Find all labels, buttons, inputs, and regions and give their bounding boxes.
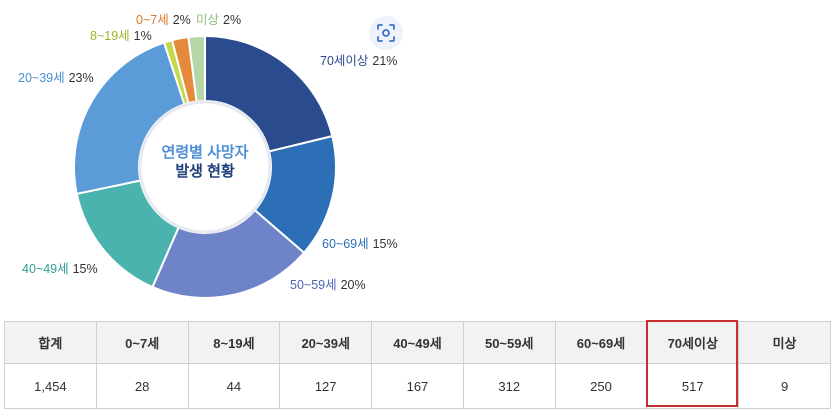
slice-label-40-49: 40~49세 15% — [22, 262, 98, 276]
slice-label-name: 20~39세 — [18, 71, 65, 85]
slice-label-percent: 1% — [133, 29, 152, 43]
slice-label-50-59: 50~59세 20% — [290, 278, 366, 292]
header-20-39: 20~39세 — [279, 321, 373, 364]
header-60-69: 60~69세 — [554, 321, 648, 364]
slice-label-percent: 21% — [372, 54, 398, 68]
slice-label-percent: 15% — [72, 262, 98, 276]
data-table: 합계 0~7세 8~19세 20~39세 40~49세 50~59세 60~69… — [4, 321, 831, 409]
slice-label-name: 8~19세 — [90, 29, 130, 43]
chart-area: 연령별 사망자 발생 현황 70세이상 21% 60~69세 15% 50~59세 2… — [18, 13, 403, 299]
cell-8-19: 44 — [187, 363, 281, 409]
header-8-19: 8~19세 — [187, 321, 281, 364]
header-50-59: 50~59세 — [462, 321, 556, 364]
slice-label-70plus: 70세이상 21% — [320, 54, 397, 68]
table-header-row: 합계 0~7세 8~19세 20~39세 40~49세 50~59세 60~69… — [4, 321, 831, 364]
slice-label-name: 60~69세 — [322, 237, 369, 251]
slice-label-percent: 2% — [223, 13, 242, 27]
slice-label-name: 50~59세 — [290, 278, 337, 292]
slice-label-name: 70세이상 — [320, 54, 369, 68]
cell-total: 1,454 — [4, 363, 97, 409]
header-40-49: 40~49세 — [371, 321, 464, 364]
cell-unknown: 9 — [738, 363, 831, 409]
chart-title: 연령별 사망자 — [161, 144, 249, 161]
cell-50-59: 312 — [462, 363, 556, 409]
slice-label-percent: 20% — [340, 278, 366, 292]
header-0-7: 0~7세 — [95, 321, 189, 364]
table-row: 1,454 28 44 127 167 312 250 517 9 — [4, 363, 831, 409]
slice-label-unknown: 미상 2% — [196, 13, 241, 27]
header-total: 합계 — [4, 321, 97, 364]
scan-button[interactable] — [369, 16, 403, 50]
cell-60-69: 250 — [554, 363, 648, 409]
slice-label-name: 40~49세 — [22, 262, 69, 276]
cell-40-49: 167 — [371, 363, 464, 409]
cell-70plus: 517 — [646, 363, 740, 409]
slice-label-percent: 15% — [372, 237, 398, 251]
slice-label-name: 0~7세 — [136, 13, 169, 27]
slice-label-percent: 2% — [172, 13, 191, 27]
slice-label-0-7: 0~7세 2% — [136, 13, 191, 27]
slice-label-8-19: 8~19세 1% — [90, 29, 152, 43]
header-70plus: 70세이상 — [646, 321, 740, 364]
cell-20-39: 127 — [279, 363, 373, 409]
slice-label-percent: 23% — [68, 71, 94, 85]
slice-label-name: 미상 — [196, 13, 220, 27]
header-unknown: 미상 — [738, 321, 831, 364]
cell-0-7: 28 — [95, 363, 189, 409]
donut-chart — [73, 34, 337, 299]
chart-subtitle: 발생 현황 — [175, 163, 235, 180]
slice-label-60-69: 60~69세 15% — [322, 237, 398, 251]
chart-center-title: 연령별 사망자 발생 현황 — [130, 143, 280, 181]
donut-hole — [138, 100, 272, 234]
scan-focus-icon — [377, 24, 395, 42]
slice-label-20-39: 20~39세 23% — [18, 71, 94, 85]
